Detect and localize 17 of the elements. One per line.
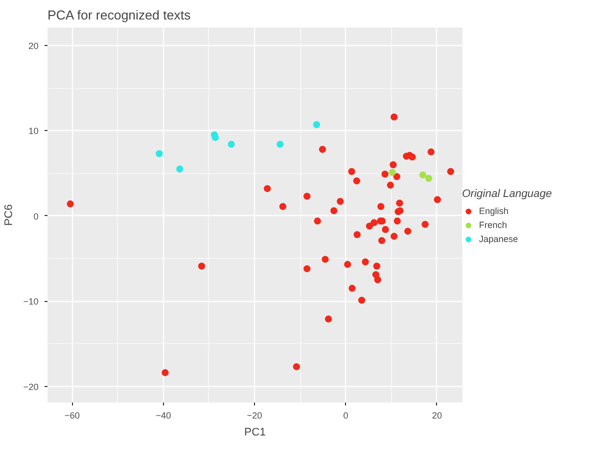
x-tick-label: −40 bbox=[156, 410, 171, 420]
legend-title: Original Language bbox=[462, 188, 552, 200]
x-tick-label: −20 bbox=[246, 410, 262, 420]
x-tick-label: 20 bbox=[432, 410, 442, 420]
y-tick-label: 10 bbox=[28, 126, 39, 136]
y-axis-title: PC6 bbox=[3, 204, 16, 226]
legend-label: French bbox=[479, 220, 508, 230]
x-tick-label: −60 bbox=[64, 410, 80, 420]
chart-title: PCA for recognized texts bbox=[48, 8, 192, 22]
x-axis-title: PC1 bbox=[244, 426, 266, 438]
y-tick-label: 0 bbox=[33, 211, 39, 222]
legend-label: Japanese bbox=[479, 234, 518, 244]
legend-label: English bbox=[479, 206, 509, 216]
x-tick-label: 0 bbox=[343, 410, 348, 420]
y-tick-label: −10 bbox=[23, 296, 39, 307]
y-tick-label: −20 bbox=[23, 382, 39, 392]
y-tick-label: 20 bbox=[28, 40, 39, 51]
